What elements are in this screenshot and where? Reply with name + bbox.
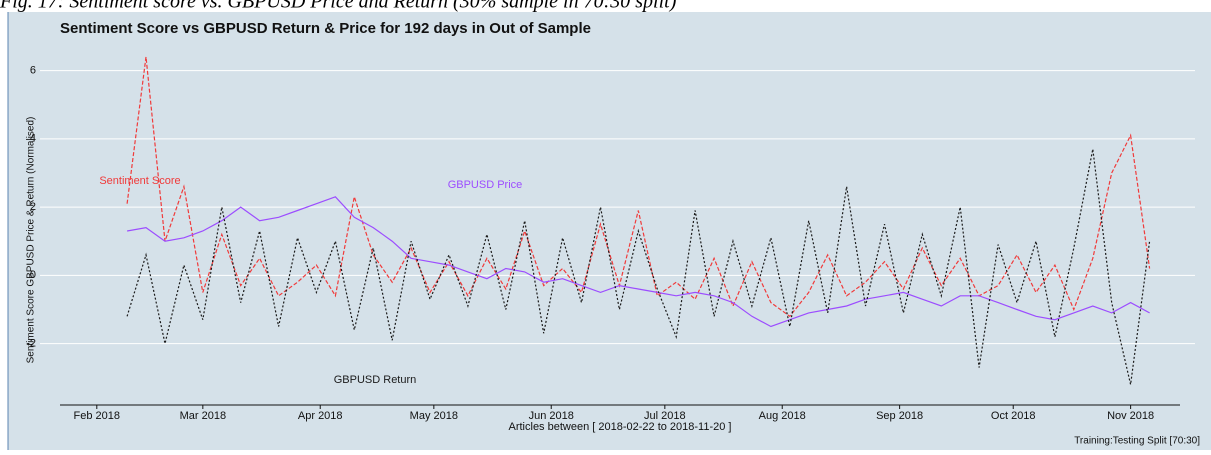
- chart-title: Sentiment Score vs GBPUSD Return & Price…: [60, 20, 591, 37]
- x-tick-label: Oct 2018: [991, 410, 1036, 422]
- series-label: GBPUSD Return: [334, 374, 417, 386]
- x-tick-label: Jul 2018: [644, 410, 686, 422]
- series-label: GBPUSD Price: [448, 179, 523, 191]
- x-tick-label: Nov 2018: [1107, 410, 1154, 422]
- x-tick-label: May 2018: [410, 410, 458, 422]
- series-line: [126, 148, 1151, 385]
- series-line: [126, 196, 1150, 328]
- x-axis-label: Articles between [ 2018-02-22 to 2018-11…: [509, 421, 732, 433]
- y-tick-label: 6: [30, 64, 36, 76]
- x-tick-label: Sep 2018: [876, 410, 923, 422]
- x-tick-label: Mar 2018: [180, 410, 226, 422]
- y-tick-label: 0: [30, 269, 36, 281]
- figure-caption: Fig. 17: Sentiment score vs. GBPUSD Pric…: [0, 0, 677, 13]
- split-annotation: Training:Testing Split [70:30]: [1074, 436, 1200, 447]
- y-tick-label: -2: [26, 337, 36, 349]
- x-tick-label: Feb 2018: [74, 410, 120, 422]
- x-tick-label: Aug 2018: [759, 410, 806, 422]
- chart-background: [8, 12, 1211, 450]
- y-tick-label: 2: [30, 201, 36, 213]
- x-tick-label: Apr 2018: [298, 410, 343, 422]
- x-tick-label: Jun 2018: [529, 410, 574, 422]
- y-tick-label: 4: [30, 133, 36, 145]
- series-label: Sentiment Score: [99, 175, 180, 187]
- y-axis-label: Sentiment Score GBPUSD Price & Return (N…: [26, 117, 37, 364]
